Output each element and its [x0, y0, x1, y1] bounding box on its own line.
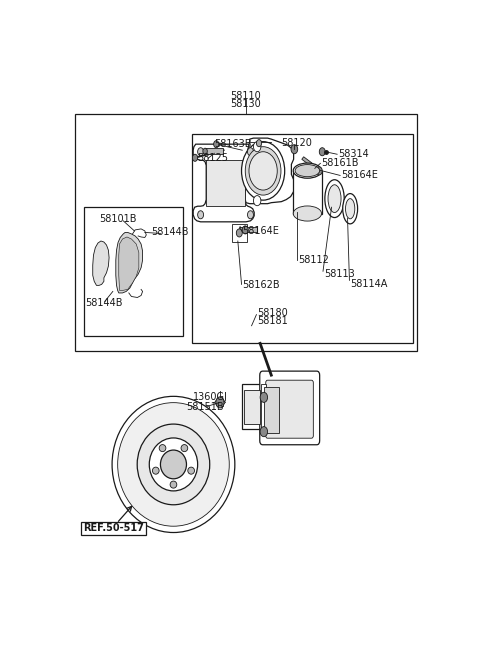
- Text: 58113: 58113: [324, 269, 355, 279]
- Circle shape: [291, 145, 298, 154]
- Text: 58161B: 58161B: [322, 159, 359, 168]
- Polygon shape: [302, 157, 321, 172]
- Circle shape: [253, 196, 261, 206]
- Text: 58114A: 58114A: [350, 280, 387, 290]
- Text: REF.50-517: REF.50-517: [83, 523, 144, 533]
- Text: 58181: 58181: [257, 316, 288, 326]
- Circle shape: [253, 141, 261, 152]
- Circle shape: [245, 147, 281, 195]
- Text: 58162B: 58162B: [242, 280, 280, 290]
- Polygon shape: [206, 160, 245, 206]
- Circle shape: [260, 426, 267, 437]
- Polygon shape: [193, 144, 254, 222]
- Ellipse shape: [149, 438, 198, 491]
- Bar: [244, 390, 260, 424]
- Bar: [232, 225, 247, 242]
- Polygon shape: [119, 237, 139, 290]
- Polygon shape: [93, 241, 109, 286]
- Text: 58164E: 58164E: [242, 226, 279, 236]
- Text: 58130: 58130: [230, 99, 262, 109]
- Text: 58151B: 58151B: [186, 402, 224, 413]
- Ellipse shape: [188, 467, 194, 474]
- Circle shape: [248, 211, 253, 219]
- Circle shape: [260, 392, 267, 402]
- Polygon shape: [245, 138, 294, 204]
- Polygon shape: [116, 233, 143, 293]
- Text: 58144B: 58144B: [151, 227, 189, 237]
- Bar: [192, 134, 413, 343]
- Ellipse shape: [325, 179, 344, 217]
- Ellipse shape: [137, 424, 210, 505]
- Bar: [239, 227, 257, 232]
- Ellipse shape: [118, 403, 229, 526]
- Bar: [261, 384, 266, 434]
- Ellipse shape: [153, 467, 159, 474]
- Ellipse shape: [159, 445, 166, 452]
- FancyBboxPatch shape: [266, 380, 313, 438]
- Ellipse shape: [343, 194, 358, 224]
- Text: 58164E: 58164E: [341, 170, 378, 180]
- Bar: [242, 384, 263, 429]
- Text: 58120: 58120: [281, 138, 312, 148]
- Ellipse shape: [295, 164, 320, 177]
- Circle shape: [203, 148, 207, 155]
- Ellipse shape: [328, 185, 341, 212]
- Circle shape: [214, 141, 219, 147]
- Circle shape: [241, 141, 285, 200]
- Text: 58125: 58125: [198, 153, 228, 163]
- Ellipse shape: [346, 198, 355, 219]
- Circle shape: [319, 147, 325, 156]
- Circle shape: [249, 152, 277, 190]
- FancyBboxPatch shape: [260, 371, 320, 445]
- Bar: [264, 387, 279, 433]
- Ellipse shape: [160, 450, 186, 479]
- Text: 58144B: 58144B: [85, 298, 123, 308]
- Circle shape: [256, 140, 262, 147]
- Text: 58112: 58112: [298, 255, 329, 265]
- Circle shape: [198, 147, 204, 156]
- Circle shape: [248, 147, 253, 156]
- Circle shape: [242, 226, 248, 234]
- Ellipse shape: [181, 445, 188, 452]
- Circle shape: [236, 229, 242, 237]
- Text: 58110: 58110: [230, 91, 262, 102]
- Circle shape: [316, 167, 322, 175]
- Bar: [205, 148, 223, 155]
- Ellipse shape: [112, 396, 235, 533]
- Bar: [75, 114, 417, 351]
- Ellipse shape: [293, 163, 322, 178]
- Circle shape: [192, 155, 198, 161]
- Ellipse shape: [293, 206, 322, 221]
- Circle shape: [198, 211, 204, 219]
- Text: 58180: 58180: [257, 308, 288, 318]
- Bar: [293, 171, 322, 214]
- Circle shape: [216, 397, 224, 408]
- Text: 58163B: 58163B: [215, 139, 252, 149]
- Text: 58101B: 58101B: [99, 214, 136, 224]
- Text: 58314: 58314: [338, 149, 369, 159]
- Text: 1360GJ: 1360GJ: [193, 392, 228, 402]
- Ellipse shape: [170, 481, 177, 488]
- Bar: [84, 207, 183, 336]
